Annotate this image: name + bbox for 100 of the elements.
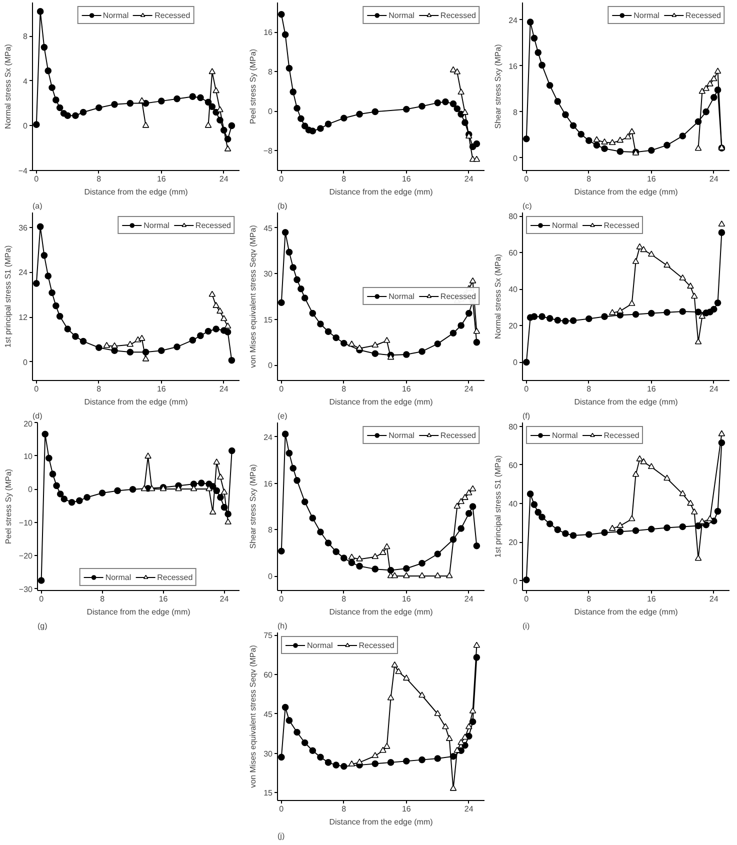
- x-tick-label: 24: [219, 384, 229, 394]
- x-axis-title: Distance from the edge (mm): [574, 398, 678, 406]
- text: (d): [32, 412, 43, 420]
- y-tick-label: 45: [264, 710, 274, 719]
- x-tick-label: 16: [646, 174, 656, 184]
- y-tick-label: 24: [18, 268, 28, 278]
- x-tick-label: 0: [524, 384, 530, 394]
- x-tick-label: 8: [96, 174, 102, 184]
- text: (i): [522, 622, 530, 630]
- y-tick-label: 45: [264, 224, 274, 233]
- text: (a): [32, 202, 43, 210]
- y-tick-label: 60: [508, 460, 518, 470]
- x-tick-label: 0: [34, 174, 40, 184]
- y-axis-title: Shear stress Sxy (MPa): [248, 464, 258, 549]
- y-tick-label: 16: [264, 479, 274, 488]
- y-axis-title: von Mises equivalent stress Seqv (MPa): [248, 224, 258, 368]
- x-tick-label: 24: [464, 174, 474, 184]
- y-tick-label: 0: [513, 358, 518, 368]
- y-tick-label: 80: [508, 422, 518, 432]
- legend-label: Recessed: [195, 220, 231, 230]
- y-tick-label: −20: [18, 552, 34, 561]
- y-tick-label: 4: [23, 76, 28, 86]
- legend-label: Recessed: [604, 220, 640, 230]
- text: (f): [522, 412, 530, 420]
- legend-label: Recessed: [358, 640, 394, 650]
- x-tick-label: 0: [279, 174, 284, 184]
- x-axis-title: Distance from the edge (mm): [329, 188, 434, 196]
- y-tick-label: 20: [508, 322, 518, 331]
- x-tick-label: 0: [279, 594, 284, 604]
- x-tick-label: 0: [279, 804, 284, 814]
- y-tick-label: 30: [264, 270, 274, 279]
- x-axis-title: Distance from the edge (mm): [86, 608, 191, 616]
- y-tick-label: −4: [18, 166, 28, 176]
- text: (b): [278, 202, 288, 210]
- y-axis-title: Peel stress Sy (MPa): [248, 48, 258, 124]
- y-axis-title: Peel stress Sy (MPa): [4, 468, 13, 544]
- text: (g): [38, 622, 48, 630]
- x-axis-title: Distance from the edge (mm): [84, 398, 188, 406]
- y-axis-title: Shear stress Sxy (MPa): [494, 44, 503, 129]
- x-tick-label: 16: [402, 804, 412, 814]
- x-tick-label: 8: [342, 174, 347, 184]
- y-tick-label: 0: [513, 154, 518, 163]
- x-tick-label: 8: [586, 174, 592, 184]
- y-tick-label: 40: [508, 500, 518, 509]
- legend-label: Normal: [102, 10, 129, 20]
- y-tick-label: −30: [18, 584, 34, 594]
- legend-label: Normal: [307, 640, 333, 650]
- y-tick-label: 10: [24, 452, 34, 461]
- x-tick-label: 24: [464, 804, 474, 814]
- y-tick-label: 30: [264, 749, 274, 758]
- x-tick-label: 0: [524, 594, 530, 604]
- y-tick-label: 40: [508, 285, 518, 294]
- y-tick-label: 16: [508, 62, 518, 71]
- y-tick-label: 0: [28, 485, 34, 494]
- x-axis-title: Distance from the edge (mm): [329, 398, 434, 406]
- y-tick-label: 36: [18, 223, 28, 232]
- y-tick-label: 8: [268, 526, 274, 535]
- y-tick-label: 0: [268, 107, 274, 116]
- x-tick-label: 16: [402, 594, 412, 604]
- legend-label: Recessed: [157, 572, 193, 582]
- x-tick-label: 8: [96, 384, 102, 394]
- x-tick-label: 24: [709, 174, 719, 184]
- y-axis-title: 1st principal stress S1 (MPa): [4, 245, 13, 348]
- y-tick-label: 0: [23, 358, 28, 367]
- y-axis-title: Normal stress Sx (MPa): [494, 254, 503, 339]
- x-axis-title: Distance from the edge (mm): [84, 188, 188, 196]
- x-axis-title: Distance from the edge (mm): [329, 608, 434, 616]
- x-tick-label: 16: [646, 384, 656, 394]
- y-tick-label: 0: [513, 576, 518, 586]
- y-tick-label: 24: [264, 432, 274, 442]
- x-tick-label: 24: [219, 174, 229, 184]
- x-tick-label: 0: [524, 174, 530, 184]
- x-tick-label: 24: [220, 594, 230, 604]
- text: (c): [522, 202, 532, 210]
- y-tick-label: 0: [268, 361, 274, 370]
- y-tick-label: 60: [508, 248, 518, 258]
- x-axis-title: Distance from the edge (mm): [574, 608, 678, 616]
- x-tick-label: 16: [646, 594, 656, 604]
- x-axis-title: Distance from the edge (mm): [329, 818, 434, 826]
- x-tick-label: 0: [39, 594, 44, 604]
- y-tick-label: −8: [263, 146, 274, 156]
- x-tick-label: 8: [342, 594, 347, 604]
- y-tick-label: 75: [264, 631, 274, 640]
- x-tick-label: 8: [586, 594, 592, 604]
- y-tick-label: 8: [23, 32, 28, 42]
- y-tick-label: 0: [268, 572, 274, 582]
- text: (h): [278, 622, 288, 630]
- x-tick-label: 24: [709, 384, 719, 394]
- y-tick-label: 16: [264, 28, 274, 38]
- y-axis-title: Normal stress Sx (MPa): [3, 44, 12, 129]
- x-tick-label: 24: [709, 594, 719, 604]
- x-tick-label: 16: [156, 174, 166, 184]
- y-tick-label: −10: [18, 518, 34, 528]
- legend-label: Normal: [388, 430, 414, 440]
- y-axis-title: 1st principal stress S1 (MPa): [494, 455, 503, 558]
- legend-label: Normal: [552, 430, 578, 440]
- legend-label: Normal: [388, 10, 414, 20]
- text: (e): [278, 412, 288, 420]
- legend-label: Normal: [388, 291, 414, 301]
- y-tick-label: 80: [508, 212, 518, 222]
